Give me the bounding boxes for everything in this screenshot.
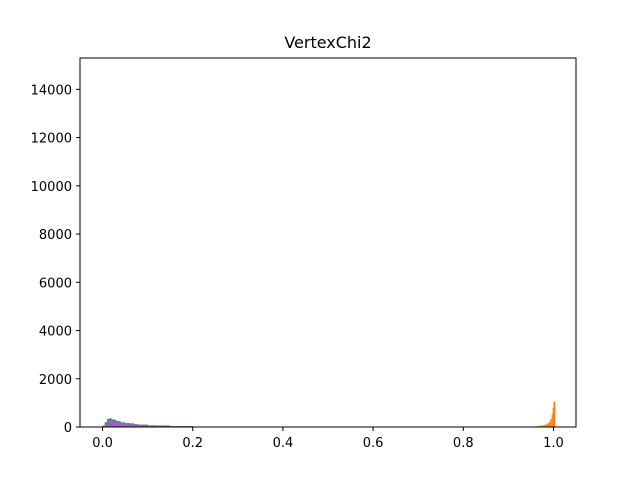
x-axis: 0.0 0.2 0.4 0.6 0.8 1.0 <box>92 427 564 451</box>
y-axis: 0 2000 4000 6000 8000 10000 12000 14000 <box>31 83 80 436</box>
y-tick-label: 0 <box>64 421 72 436</box>
x-tick-label: 0.4 <box>273 436 294 451</box>
histogram-bar <box>129 424 139 427</box>
histogram-bar <box>544 424 547 427</box>
x-tick-label: 0.8 <box>453 436 474 451</box>
bars-layer <box>102 401 556 427</box>
histogram-bar <box>550 419 552 427</box>
histogram-bar <box>111 422 117 427</box>
histogram-bar <box>138 425 148 427</box>
histogram-bar <box>120 422 126 427</box>
y-tick-label: 12000 <box>31 132 72 147</box>
histogram-bar <box>109 420 112 427</box>
y-tick-label: 10000 <box>31 180 72 195</box>
histogram-bar <box>107 423 112 427</box>
x-tick-label: 0.2 <box>182 436 203 451</box>
histogram-bar <box>546 423 549 427</box>
histogram-bar <box>552 407 554 427</box>
histogram-bar <box>539 425 545 427</box>
x-tick-label: 0.0 <box>92 436 113 451</box>
y-tick-label: 8000 <box>39 228 72 243</box>
histogram-bar <box>551 414 553 427</box>
histogram-bar <box>116 421 121 427</box>
y-tick-label: 2000 <box>39 373 72 388</box>
histogram-bar <box>125 423 130 427</box>
series-1 <box>526 401 556 427</box>
x-tick-label: 1.0 <box>543 436 564 451</box>
histogram-bar <box>107 420 110 427</box>
x-tick-label: 0.6 <box>363 436 384 451</box>
y-tick-label: 6000 <box>39 276 72 291</box>
histogram-bar <box>548 421 551 427</box>
histogram-bar <box>104 423 108 427</box>
histogram-bar <box>113 421 117 427</box>
y-tick-label: 4000 <box>39 325 72 340</box>
histogram-bar <box>111 420 114 427</box>
plot-frame <box>79 57 577 428</box>
histogram-bar <box>553 401 556 427</box>
chart-title: VertexChi2 <box>284 33 371 52</box>
y-tick-label: 14000 <box>31 83 72 98</box>
histogram-bar <box>147 425 157 427</box>
series-4 <box>102 420 172 427</box>
